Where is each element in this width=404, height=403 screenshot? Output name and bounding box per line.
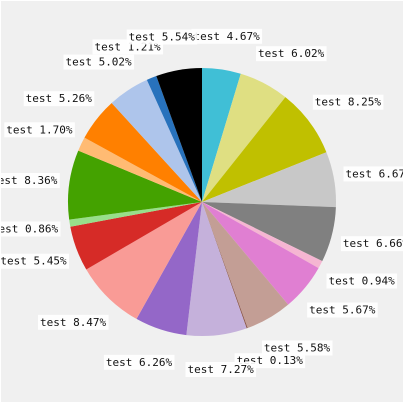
slice-label-text: test 6.02% — [258, 47, 325, 60]
pie-slice — [202, 202, 336, 262]
slice-label: test 5.02% — [63, 54, 135, 70]
pie-slice — [202, 97, 327, 202]
slice-label-bg — [326, 273, 398, 289]
slice-label: test 0.94% — [326, 273, 398, 289]
pie-slice — [78, 137, 202, 202]
slice-label: test 5.54% — [126, 29, 198, 45]
slice-label-text: test 6.26% — [106, 356, 173, 369]
slice-label-bg — [343, 166, 403, 182]
pie-slice — [202, 202, 319, 305]
slice-label: test 5.58% — [261, 340, 333, 356]
slice-label-bg — [23, 91, 95, 107]
slice-label-text: test 0.86% — [1, 223, 58, 236]
slice-label-text: test 5.45% — [1, 255, 67, 268]
pie-slice — [84, 103, 202, 202]
pie-slice — [136, 202, 202, 336]
slice-label: test 8.47% — [38, 314, 109, 330]
slice-label-text: test 0.94% — [329, 275, 396, 288]
slice-label-text: test 5.58% — [264, 342, 331, 355]
slice-label: test 8.36% — [1, 173, 60, 188]
slice-label-bg — [1, 253, 69, 269]
slice-label-text: test 8.25% — [315, 96, 382, 109]
slice-label-bg — [4, 122, 75, 138]
slice-label: test 0.86% — [1, 221, 61, 237]
pie-slice — [146, 76, 202, 202]
slice-label-bg — [256, 46, 327, 62]
slice-label-text: test 6.67% — [346, 167, 404, 180]
slice-label: test 5.67% — [307, 302, 378, 318]
slice-label: test 5.26% — [23, 91, 95, 107]
slice-label-text: test 8.36% — [1, 174, 58, 187]
pie-slice — [111, 79, 202, 202]
slice-label-bg — [1, 221, 61, 237]
slice-label-bg — [340, 236, 403, 252]
pie-slice — [69, 202, 202, 227]
slice-label-text: test 1.70% — [6, 123, 73, 136]
pie-slice — [202, 152, 336, 208]
slice-label: test 6.66% — [340, 236, 403, 252]
slice-label-text: test 4.67% — [193, 30, 260, 43]
pie-slice — [202, 73, 286, 202]
slice-label-bg — [312, 94, 384, 110]
pie-slice — [70, 202, 202, 270]
slice-label: test 1.70% — [4, 122, 75, 138]
slices-layer — [68, 68, 336, 337]
pie-slice — [186, 202, 247, 337]
slice-label-text: test 7.27% — [187, 363, 254, 376]
slice-label: test 6.67% — [343, 166, 404, 182]
slice-label-bg — [126, 29, 198, 45]
slice-label: test 7.27% — [185, 362, 257, 377]
slice-label-bg — [261, 340, 333, 356]
slice-label-bg — [63, 54, 135, 70]
slice-label-bg — [185, 362, 257, 377]
slice-label-bg — [307, 302, 378, 318]
slice-label: test 8.25% — [312, 94, 384, 110]
pie-slice — [68, 150, 202, 220]
pie-slice — [202, 68, 241, 202]
slice-label-bg — [191, 28, 263, 44]
slice-label: test 6.02% — [256, 46, 327, 62]
slice-label-text: test 5.02% — [65, 56, 132, 69]
slice-label-text: test 8.47% — [40, 316, 107, 329]
pie-slice — [202, 202, 323, 269]
pie-slice — [86, 202, 202, 319]
labels-layer: test 4.67% test 6.02% test 8.25% test 6.67%… — [1, 28, 404, 377]
slice-label: test 4.67% — [191, 28, 263, 44]
pie-slice — [202, 202, 248, 329]
pie-slice — [202, 202, 289, 328]
slice-label-text: test 5.67% — [309, 304, 376, 317]
slice-label: test 5.45% — [1, 253, 69, 269]
slice-label-bg — [103, 354, 175, 370]
slice-label-text: test 6.66% — [343, 237, 403, 250]
slice-label-bg — [1, 173, 60, 188]
slice-label-bg — [38, 314, 109, 330]
slice-label: test 6.26% — [103, 354, 175, 370]
slice-label-text: test 5.54% — [129, 31, 196, 44]
slice-label-text: test 5.26% — [26, 92, 93, 105]
pie-slice — [156, 68, 202, 202]
